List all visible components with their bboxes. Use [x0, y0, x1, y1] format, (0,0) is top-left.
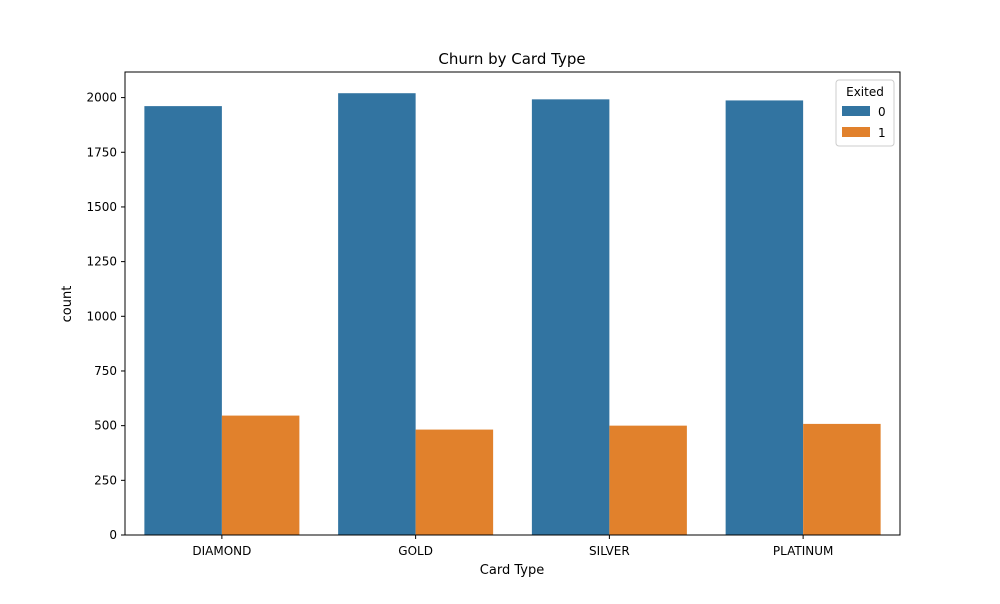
legend-label: 0 — [878, 105, 886, 119]
y-tick-label: 500 — [94, 419, 117, 433]
bar-platinum-exited-0 — [725, 100, 804, 536]
legend-label: 1 — [878, 126, 886, 140]
bar-gold-exited-0 — [338, 93, 416, 536]
bar-platinum-exited-1 — [803, 423, 881, 535]
y-tick-label: 1250 — [86, 255, 117, 269]
bar-diamond-exited-0 — [144, 106, 222, 536]
x-tick-label: GOLD — [398, 544, 433, 558]
y-axis-label: count — [60, 286, 75, 323]
y-tick-label: 1000 — [86, 309, 117, 323]
y-tick-label: 750 — [94, 364, 117, 378]
y-tick-label: 250 — [94, 473, 117, 487]
chart-title: Churn by Card Type — [438, 50, 585, 68]
legend-title: Exited — [846, 85, 884, 99]
plot-area: DIAMOND GOLD SILVER PLATINUM 0 250 500 750 1000 1… — [86, 71, 901, 558]
x-tick-label: DIAMOND — [192, 544, 251, 558]
bar-silver-exited-1 — [609, 425, 687, 535]
x-axis-label: Card Type — [480, 563, 544, 578]
y-tick-label: 1500 — [86, 200, 117, 214]
y-tick-label: 1750 — [86, 145, 117, 159]
legend-swatch — [842, 127, 870, 137]
y-tick-label: 2000 — [86, 91, 117, 105]
x-tick-label: SILVER — [589, 544, 630, 558]
y-tick-label: 0 — [109, 528, 117, 542]
legend: Exited 0 1 — [835, 79, 895, 147]
axes-frame — [124, 71, 901, 536]
bar-diamond-exited-1 — [221, 415, 300, 535]
x-tick-label: PLATINUM — [773, 544, 833, 558]
bar-silver-exited-0 — [531, 99, 610, 535]
legend-swatch — [842, 106, 870, 116]
bar-gold-exited-1 — [415, 429, 494, 535]
